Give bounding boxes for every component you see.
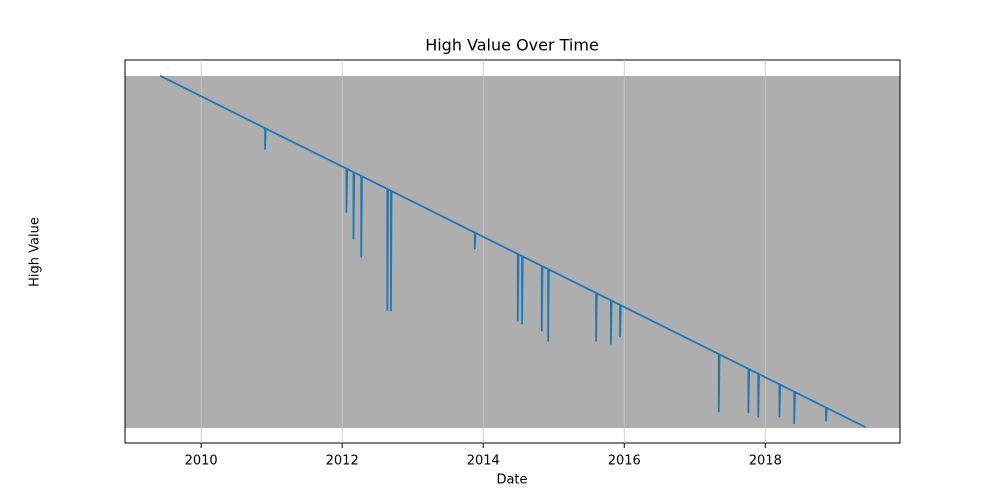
x-axis-label: Date — [496, 473, 527, 488]
data-line — [159, 75, 866, 428]
x-tick-label: 2012 — [326, 454, 359, 469]
x-tick-label: 2018 — [749, 454, 782, 469]
x-tick-label: 2010 — [185, 454, 218, 469]
chart-title: High Value Over Time — [425, 36, 599, 55]
axes-frame — [124, 59, 901, 444]
y-axis-label: High Value — [28, 217, 43, 287]
x-tick-label: 2014 — [467, 454, 500, 469]
x-tick-label: 2016 — [608, 454, 641, 469]
